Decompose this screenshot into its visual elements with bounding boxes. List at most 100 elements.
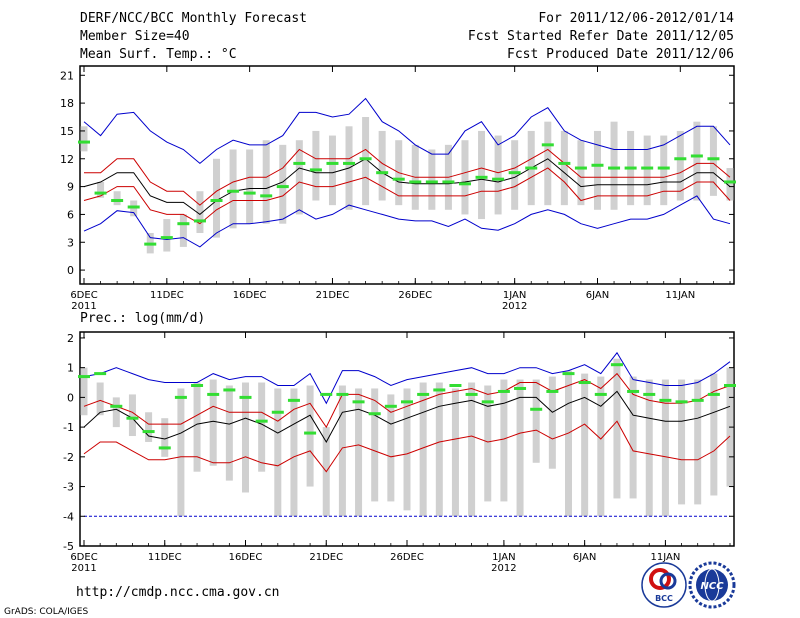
y-tick-label: 0 [67, 391, 74, 404]
observed-mark [255, 419, 268, 423]
ensemble-spread-bar [387, 394, 395, 502]
x-tick-year: 2012 [491, 563, 516, 574]
ensemble-spread-bar [610, 121, 618, 210]
observed-mark [78, 375, 90, 379]
bcc-logo-swirl-blue [659, 572, 677, 590]
series-lower-std [83, 420, 731, 473]
observed-mark [320, 392, 333, 396]
ensemble-spread-bar [484, 385, 492, 502]
ensemble-spread-bar [96, 382, 104, 416]
observed-mark [724, 180, 736, 184]
ensemble-spread-bar [295, 140, 303, 215]
y-tick-label: 2 [67, 332, 74, 345]
ensemble-spread-bar [274, 388, 282, 517]
y-tick-label: -2 [63, 451, 74, 464]
observed-mark [578, 381, 591, 385]
observed-mark [594, 392, 607, 396]
source-url[interactable]: http://cmdp.ncc.cma.gov.cn [76, 585, 280, 600]
observed-mark [207, 392, 220, 396]
x-tick-label: 11DEC [148, 552, 182, 563]
observed-mark [641, 166, 654, 170]
observed-mark [94, 372, 107, 376]
ensemble-spread-bar [338, 385, 346, 517]
ensemble-spread-bar [676, 130, 684, 201]
y-tick-label: 21 [60, 69, 74, 82]
observed-mark [142, 430, 155, 434]
precipitation-plot [78, 351, 736, 517]
observed-mark [627, 389, 640, 393]
observed-mark [546, 389, 559, 393]
ensemble-spread-bar [661, 379, 669, 517]
ensemble-spread-bar [229, 149, 237, 229]
ncc-logo-globe [696, 569, 728, 601]
ensemble-spread-bar [693, 121, 701, 201]
observed-mark [392, 177, 405, 181]
ensemble-spread-bar [548, 376, 556, 469]
observed-mark [541, 143, 554, 147]
ensemble-spread-bar [306, 385, 314, 487]
ensemble-spread-bar [97, 181, 105, 198]
series-min [83, 195, 731, 248]
x-tick-label: 26DEC [398, 290, 432, 301]
observed-mark [659, 398, 672, 402]
ensemble-spread-bar [461, 140, 469, 215]
bcc-logo-text: BCC [655, 594, 673, 603]
ensemble-spread-bar [193, 382, 201, 472]
forecast-period: For 2011/12/06-2012/01/14 [538, 11, 734, 26]
observed-mark [376, 171, 389, 175]
observed-mark [574, 166, 587, 170]
ensemble-spread-bar [435, 382, 443, 517]
y-tick-label: 18 [60, 97, 74, 110]
ensemble-spread-bar [279, 144, 287, 224]
x-tick-label: 26DEC [390, 552, 424, 563]
observed-mark [514, 386, 527, 390]
observed-mark [160, 236, 173, 240]
x-tick-label: 6DEC [70, 290, 97, 301]
observed-mark [475, 175, 488, 179]
ensemble-spread-bar [112, 397, 120, 428]
observed-mark [78, 140, 90, 144]
ensemble-spread-bar [660, 135, 668, 206]
observed-mark [707, 392, 720, 396]
ensemble-spread-bar [544, 121, 552, 206]
top-panel-variable: Mean Surf. Temp.: °C [80, 47, 237, 62]
ensemble-spread-bar [451, 388, 459, 517]
ensemble-spread-bar [581, 373, 589, 517]
ensemble-spread-bar [597, 376, 605, 517]
ensemble-spread-bar [209, 379, 217, 466]
ensemble-spread-bar [213, 158, 221, 238]
x-tick-label: 21DEC [316, 290, 350, 301]
ensemble-spread-bar [128, 394, 136, 437]
observed-mark [309, 168, 322, 172]
ensemble-spread-bar [516, 379, 524, 517]
observed-mark [624, 166, 637, 170]
observed-mark [304, 431, 317, 435]
ncc-logo-meridian [704, 568, 720, 602]
y-tick-label: 9 [67, 181, 74, 194]
observed-mark [449, 384, 462, 387]
observed-mark [260, 194, 273, 198]
observed-mark [610, 363, 623, 367]
observed-mark [191, 384, 204, 387]
ensemble-spread-bar [145, 412, 153, 442]
ensemble-spread-bar [80, 367, 88, 416]
observed-mark [558, 161, 571, 165]
observed-mark [126, 416, 139, 420]
ensemble-spread-bar [710, 373, 718, 496]
ensemble-spread-bar [428, 149, 436, 210]
observed-mark [144, 242, 157, 246]
observed-mark [384, 404, 397, 408]
ensemble-spread-bar [378, 130, 386, 201]
observed-mark [177, 222, 190, 226]
bcc-logo: BCC [641, 562, 687, 608]
observed-mark [497, 389, 510, 393]
observed-mark [409, 180, 422, 184]
x-tick-label: 1JAN [503, 290, 526, 301]
observed-mark [508, 171, 521, 175]
observed-mark [336, 392, 349, 396]
ensemble-spread-bar [403, 388, 411, 511]
ensemble-spread-bar [177, 388, 185, 517]
observed-mark [481, 400, 494, 404]
